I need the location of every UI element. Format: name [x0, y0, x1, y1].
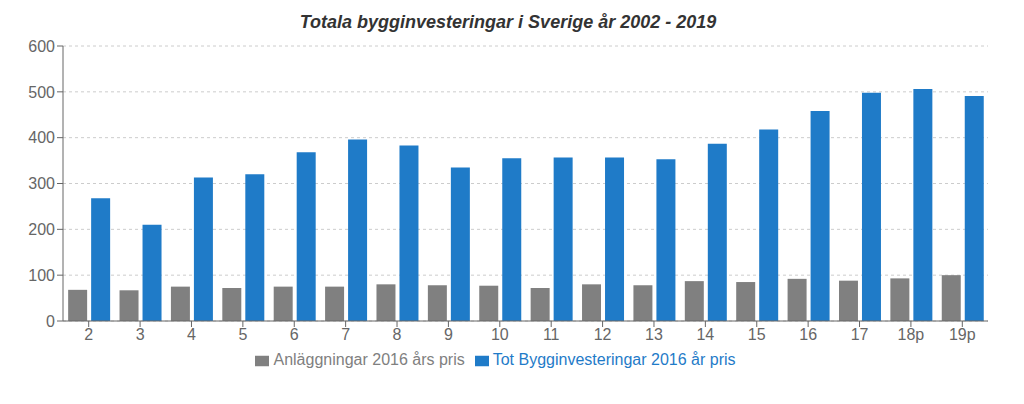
svg-text:500: 500 [28, 84, 55, 101]
svg-text:100: 100 [28, 267, 55, 284]
svg-text:15: 15 [748, 326, 766, 343]
svg-text:12: 12 [594, 326, 612, 343]
svg-text:14: 14 [696, 326, 714, 343]
svg-text:200: 200 [28, 221, 55, 238]
svg-text:400: 400 [28, 129, 55, 146]
svg-text:0: 0 [46, 313, 55, 330]
svg-text:4: 4 [187, 326, 196, 343]
svg-text:300: 300 [28, 175, 55, 192]
svg-text:3: 3 [136, 326, 145, 343]
svg-text:17: 17 [851, 326, 869, 343]
svg-text:10: 10 [491, 326, 509, 343]
svg-text:19p: 19p [949, 326, 976, 343]
html-text:Tot Bygginvesteringar 2016 år: Tot Bygginvesteringar 2016 år pris [492, 351, 736, 368]
svg-text:11: 11 [543, 326, 560, 343]
svg-text:2: 2 [84, 326, 93, 343]
svg-text:13: 13 [645, 326, 663, 343]
html-text:Anläggningar 2016 års pris: Anläggningar 2016 års pris [273, 351, 465, 368]
svg-text:9: 9 [444, 326, 453, 343]
svg-text:16: 16 [799, 326, 817, 343]
svg-text:600: 600 [28, 38, 55, 55]
html-text:Totala bygginvesteringar i Sve: Totala bygginvesteringar i Sverige år 20… [299, 12, 717, 32]
svg-text:8: 8 [393, 326, 402, 343]
svg-text:5: 5 [238, 326, 247, 343]
svg-text:18p: 18p [898, 326, 925, 343]
svg-text:6: 6 [290, 326, 299, 343]
svg-text:7: 7 [341, 326, 350, 343]
